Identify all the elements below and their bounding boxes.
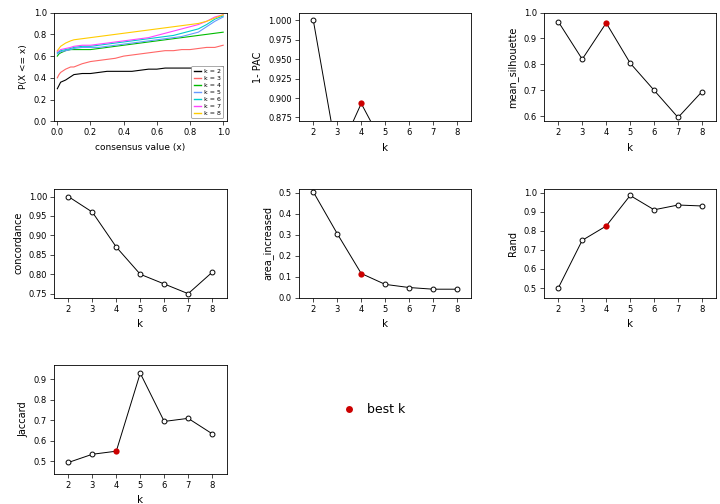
X-axis label: k: k [627, 319, 633, 329]
X-axis label: k: k [627, 143, 633, 153]
Legend: best k: best k [331, 399, 410, 421]
Y-axis label: Rand: Rand [508, 231, 518, 256]
X-axis label: k: k [138, 319, 143, 329]
Y-axis label: Jaccard: Jaccard [18, 402, 28, 437]
Y-axis label: 1- PAC: 1- PAC [253, 51, 263, 83]
Y-axis label: mean_silhouette: mean_silhouette [508, 26, 518, 108]
X-axis label: consensus value (x): consensus value (x) [95, 143, 185, 152]
Y-axis label: P(X <= x): P(X <= x) [19, 45, 28, 89]
X-axis label: k: k [382, 319, 388, 329]
Y-axis label: area_increased: area_increased [262, 206, 273, 280]
X-axis label: k: k [138, 495, 143, 504]
Y-axis label: concordance: concordance [13, 212, 23, 274]
X-axis label: k: k [382, 143, 388, 153]
Legend: k = 2, k = 3, k = 4, k = 5, k = 6, k = 7, k = 8: k = 2, k = 3, k = 4, k = 5, k = 6, k = 7… [192, 66, 223, 118]
